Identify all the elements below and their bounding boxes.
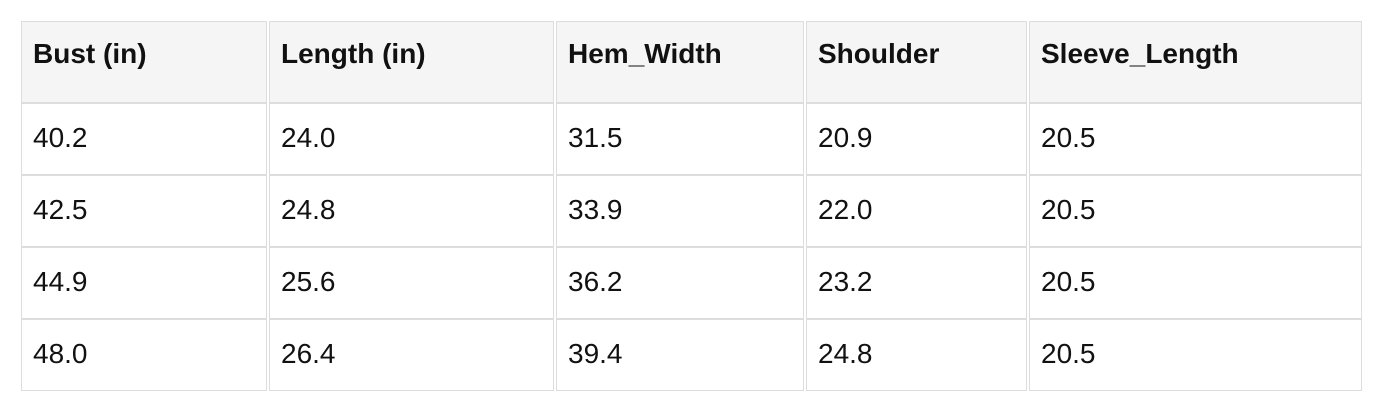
table-cell: 20.5 — [1029, 247, 1362, 319]
table-row: 44.9 25.6 36.2 23.2 20.5 — [21, 247, 1362, 319]
table-row: 48.0 26.4 39.4 24.8 20.5 — [21, 319, 1362, 391]
table-body: 40.2 24.0 31.5 20.9 20.5 42.5 24.8 33.9 22.0 20.5… — [21, 103, 1362, 391]
table-cell: 20.5 — [1029, 319, 1362, 391]
table-cell: 20.5 — [1029, 103, 1362, 175]
table-cell: 40.2 — [21, 103, 267, 175]
table-cell: 33.9 — [556, 175, 804, 247]
table-cell: 24.8 — [269, 175, 554, 247]
table-cell: 22.0 — [806, 175, 1027, 247]
table-cell: 23.2 — [806, 247, 1027, 319]
table-cell: 31.5 — [556, 103, 804, 175]
table-cell: 39.4 — [556, 319, 804, 391]
table-cell: 26.4 — [269, 319, 554, 391]
header-row: Bust (in) Length (in) Hem_Width Shoulder Sle… — [21, 21, 1362, 103]
table-cell: 36.2 — [556, 247, 804, 319]
table-row: 42.5 24.8 33.9 22.0 20.5 — [21, 175, 1362, 247]
table-cell: 25.6 — [269, 247, 554, 319]
column-header-3: Shoulder — [806, 21, 1027, 103]
table-cell: 48.0 — [21, 319, 267, 391]
table-cell: 20.5 — [1029, 175, 1362, 247]
table-cell: 20.9 — [806, 103, 1027, 175]
measurements-table: Bust (in) Length (in) Hem_Width Shoulder Sle… — [19, 21, 1364, 391]
table-head: Bust (in) Length (in) Hem_Width Shoulder Sle… — [21, 21, 1362, 103]
table-cell: 44.9 — [21, 247, 267, 319]
column-header-0: Bust (in) — [21, 21, 267, 103]
column-header-2: Hem_Width — [556, 21, 804, 103]
table-row: 40.2 24.0 31.5 20.9 20.5 — [21, 103, 1362, 175]
column-header-1: Length (in) — [269, 21, 554, 103]
table-cell: 24.0 — [269, 103, 554, 175]
table-cell: 24.8 — [806, 319, 1027, 391]
column-header-4: Sleeve_Length — [1029, 21, 1362, 103]
table-cell: 42.5 — [21, 175, 267, 247]
